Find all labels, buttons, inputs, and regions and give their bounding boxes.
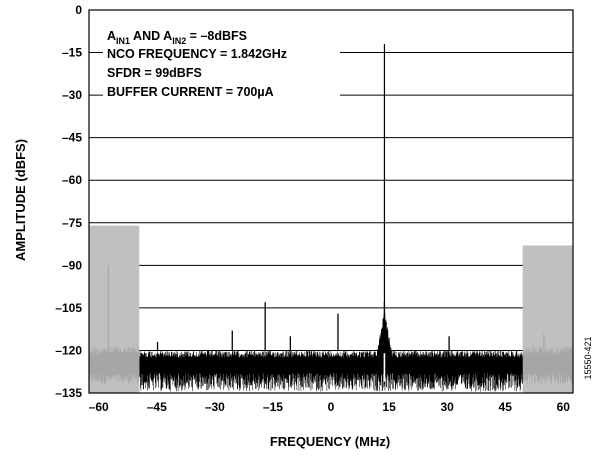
noise-floor xyxy=(139,350,523,392)
x-tick-labels: –60 –45 –30 –15 0 15 30 45 60 xyxy=(89,400,571,414)
x-axis-title: FREQUENCY (MHz) xyxy=(270,434,390,449)
figure-id: 15550-421 xyxy=(583,336,593,379)
y-tick-label: –120 xyxy=(55,343,82,357)
x-tick-label: –30 xyxy=(205,400,225,414)
y-tick-label: –60 xyxy=(62,173,82,187)
y-tick-label: –135 xyxy=(55,386,82,400)
x-tick-label: 0 xyxy=(328,400,335,414)
x-tick-label: 60 xyxy=(557,400,571,414)
annotation-line-1: AIN1 AND AIN2 = –8dBFS xyxy=(107,29,247,46)
y-tick-label: –90 xyxy=(62,258,82,272)
x-tick-label: 45 xyxy=(499,400,513,414)
annotation-line-3: SFDR = 99dBFS xyxy=(107,66,202,80)
y-axis-title: AMPLITUDE (dBFS) xyxy=(13,139,28,261)
y-tick-label: 0 xyxy=(75,3,82,17)
plot-frame xyxy=(88,9,574,394)
annotation-background xyxy=(103,24,340,102)
annotation-block: AIN1 AND AIN2 = –8dBFS NCO FREQUENCY = 1… xyxy=(103,24,340,102)
annotation-line-2: NCO FREQUENCY = 1.842GHz xyxy=(107,47,287,61)
y-tick-label: –45 xyxy=(62,131,82,145)
x-tick-label: –15 xyxy=(263,400,283,414)
y-tick-label: –30 xyxy=(62,88,82,102)
x-tick-label: –45 xyxy=(147,400,167,414)
x-tick-label: 15 xyxy=(382,400,396,414)
y-tick-label: –15 xyxy=(62,46,82,60)
y-tick-label: –105 xyxy=(55,301,82,315)
x-tick-label: 30 xyxy=(440,400,454,414)
band-noise xyxy=(522,346,573,385)
carrier-skirt xyxy=(377,313,392,357)
spectrum-trace xyxy=(89,44,573,392)
y-tick-label: –75 xyxy=(62,216,82,230)
annotation-line-4: BUFFER CURRENT = 700µA xyxy=(107,85,274,99)
y-tick-labels: 0 –15 –30 –45 –60 –75 –90 –105 –120 –135 xyxy=(55,3,82,400)
x-tick-label: –60 xyxy=(89,400,109,414)
